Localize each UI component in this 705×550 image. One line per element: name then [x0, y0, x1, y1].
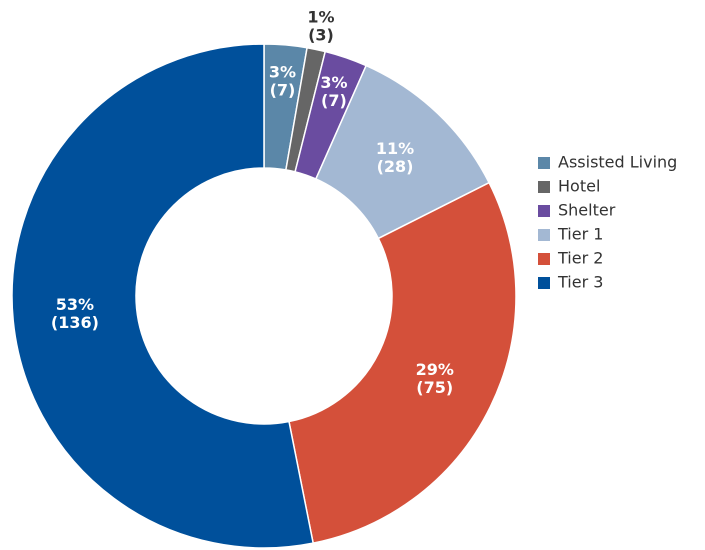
legend-swatch — [538, 253, 550, 265]
legend-label: Hotel — [558, 177, 600, 196]
percent-label: 3% — [269, 62, 296, 81]
legend-swatch — [538, 157, 550, 169]
value-label: (7) — [321, 91, 347, 110]
legend-swatch — [538, 277, 550, 289]
percent-label: 29% — [416, 360, 454, 379]
legend-swatch — [538, 229, 550, 241]
value-label: (7) — [270, 80, 296, 99]
legend-label: Tier 3 — [557, 273, 603, 292]
legend-swatch — [538, 181, 550, 193]
percent-label: 1% — [307, 7, 334, 26]
legend-label: Tier 1 — [557, 225, 603, 244]
value-label: (3) — [308, 25, 334, 44]
legend-label: Tier 2 — [557, 249, 603, 268]
value-label: (75) — [416, 378, 453, 397]
legend-label: Assisted Living — [558, 153, 677, 172]
value-label: (28) — [377, 157, 414, 176]
donut-slice — [11, 43, 315, 549]
donut-slice — [288, 181, 517, 545]
value-label: (136) — [51, 313, 99, 332]
percent-label: 11% — [376, 139, 414, 158]
percent-label: 3% — [320, 73, 347, 92]
legend-label: Shelter — [558, 201, 616, 220]
percent-label: 53% — [56, 295, 94, 314]
legend-swatch — [538, 205, 550, 217]
